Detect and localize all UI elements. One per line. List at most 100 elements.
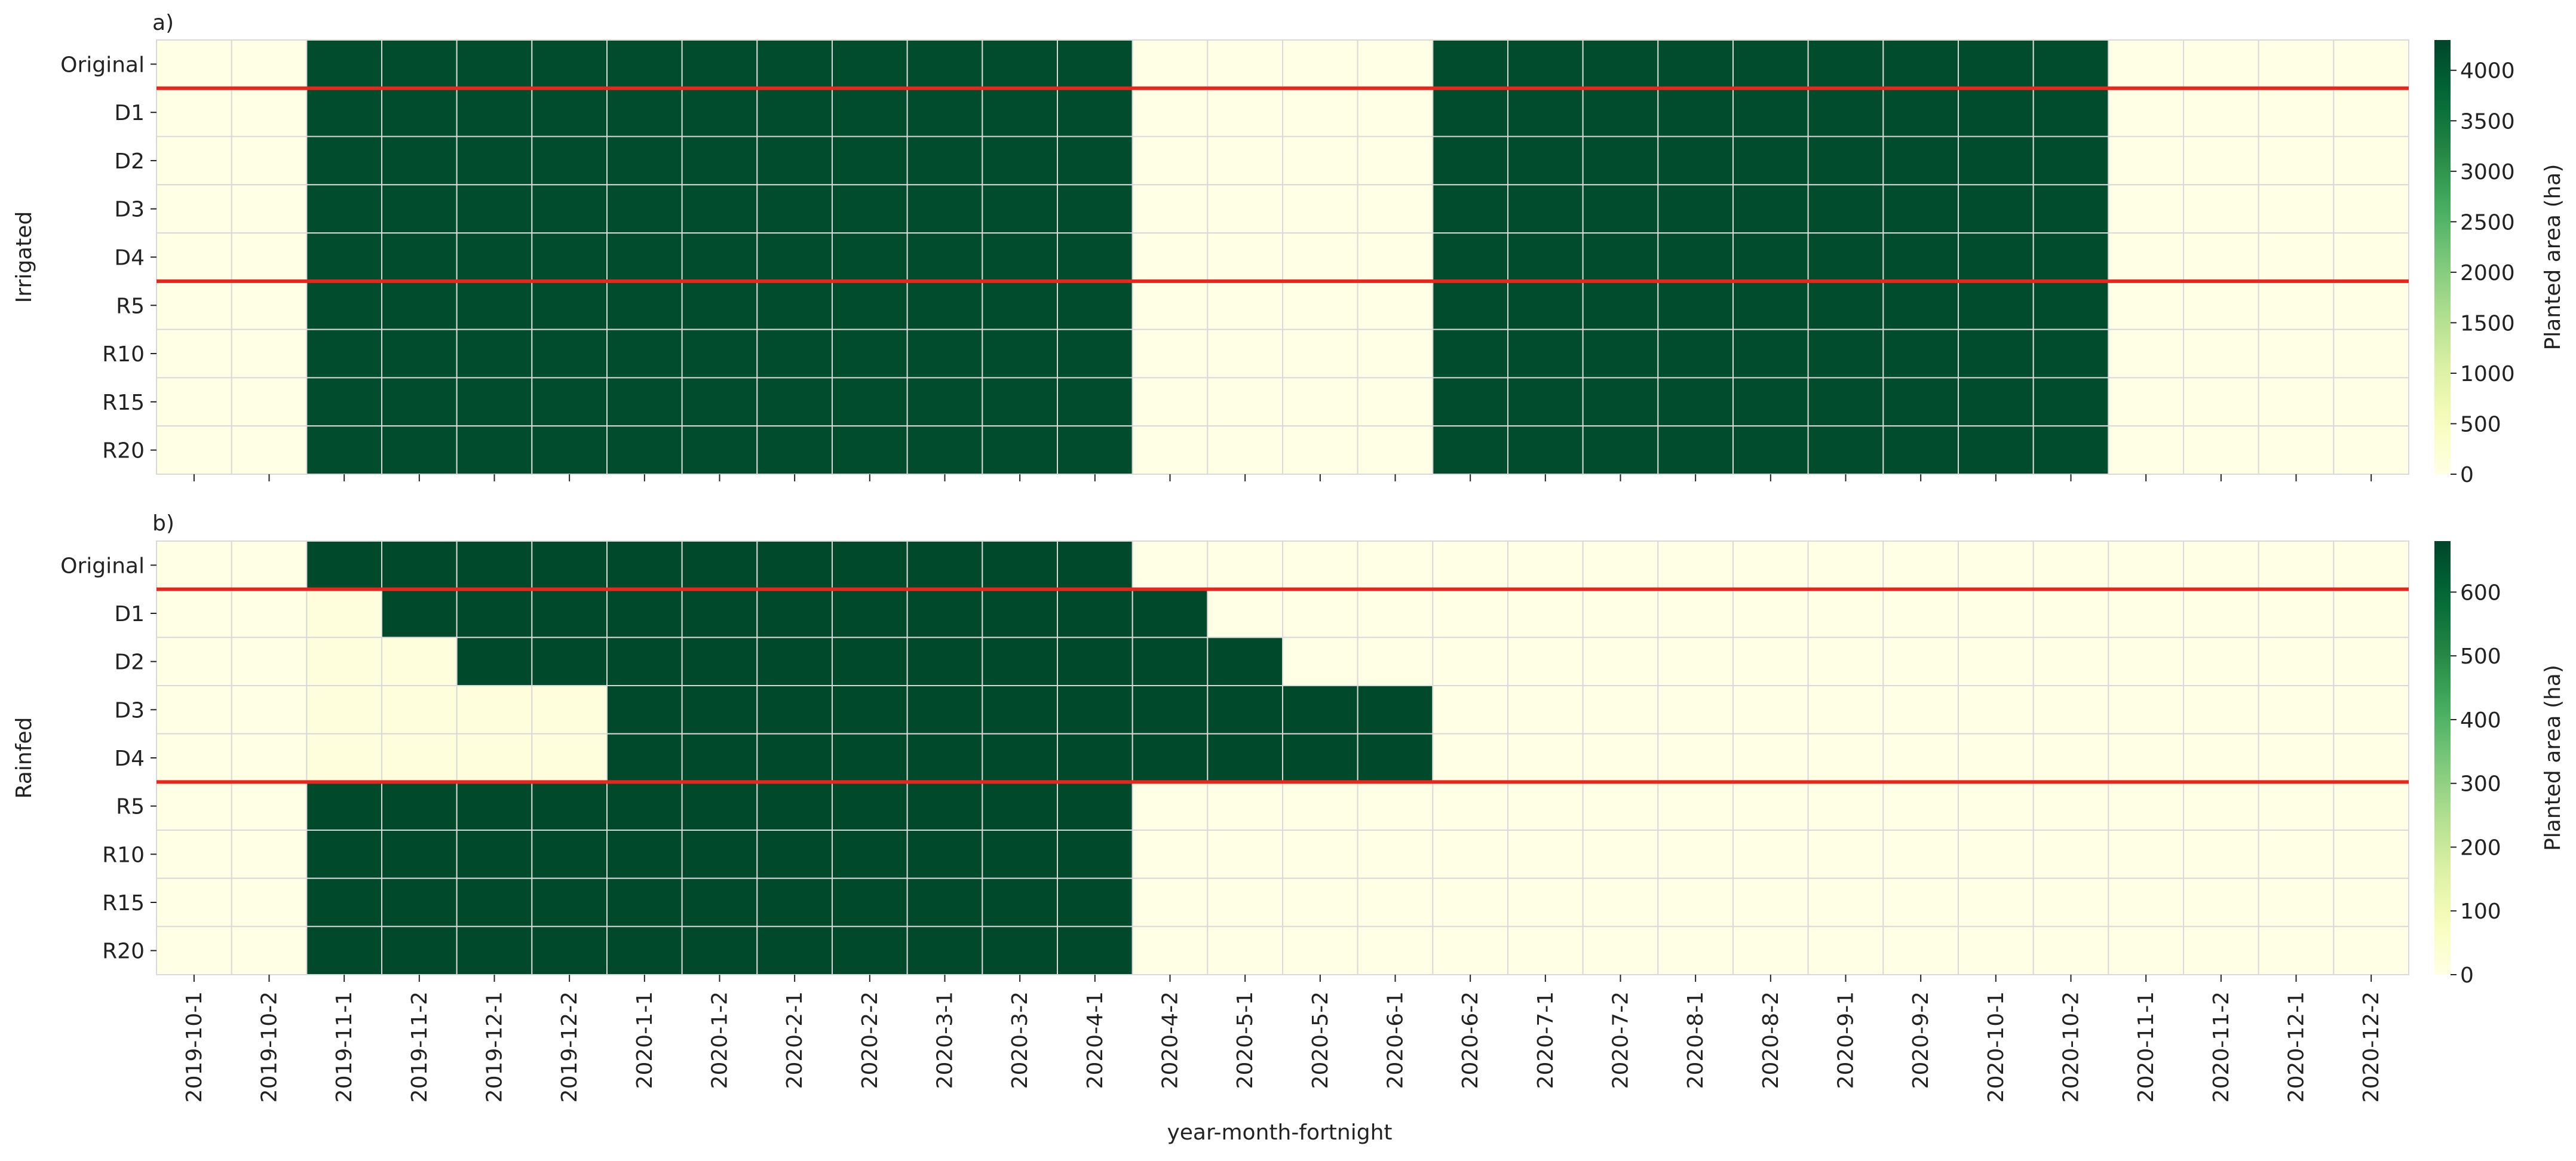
heatmap-cell [1207,39,1284,89]
heatmap-cell [1057,232,1133,282]
heatmap-cell [606,136,683,186]
heatmap-cell [606,781,683,831]
heatmap-cell [1432,637,1508,687]
heatmap-cell [1732,425,1809,475]
heatmap-cell [1807,184,1884,234]
heatmap-cell [1882,733,1959,783]
heatmap-cell [1432,588,1508,638]
heatmap-cell [1657,87,1734,137]
heatmap-cell [1657,588,1734,638]
heatmap-cell [1582,540,1659,590]
heatmap-cell [1732,877,1809,927]
column-label: 2020-2-1 [783,991,807,1089]
heatmap-cell [906,588,983,638]
heatmap-cell [1657,877,1734,927]
heatmap-cell [306,184,382,234]
heatmap-cell [1582,87,1659,137]
heatmap-cell [231,328,308,379]
heatmap-cell [381,280,458,330]
heatmap-cell [681,280,758,330]
heatmap-cell [2258,685,2335,735]
heatmap-cell [1207,87,1284,137]
heatmap-cell [1657,637,1734,687]
heatmap-cell [906,685,983,735]
heatmap-cell [2183,328,2259,379]
heatmap-cell [531,184,608,234]
column-label: 2020-1-1 [633,991,657,1089]
heatmap-cell [156,136,232,186]
column-label: 2020-8-1 [1683,991,1708,1089]
column-label: 2019-10-2 [257,991,282,1102]
heatmap-cell [1282,328,1358,379]
heatmap-cell [1282,830,1358,879]
heatmap-cell [606,733,683,783]
heatmap-cell [306,328,382,379]
heatmap-cell [2183,39,2259,89]
heatmap-cell [1507,280,1584,330]
heatmap-cell [756,830,833,879]
heatmap-cell [2183,733,2259,783]
column-label: 2019-12-2 [557,991,582,1102]
heatmap-cell [1732,87,1809,137]
heatmap-cell [2032,926,2109,976]
heatmap-cell [1432,685,1508,735]
heatmap-cell [531,39,608,89]
heatmap-cell [1282,425,1358,475]
heatmap-cell [1882,280,1959,330]
heatmap-cell [1432,781,1508,831]
heatmap-cell [156,184,232,234]
heatmap-cell [1958,425,2034,475]
heatmap-cell [1807,280,1884,330]
heatmap-cell [2333,926,2409,976]
colorbar-tick-label: 0 [2460,463,2474,487]
heatmap-cell [2108,39,2184,89]
heatmap-cell [1507,637,1584,687]
heatmap-cell [832,926,908,976]
heatmap-cell [231,136,308,186]
heatmap-cell [2258,184,2335,234]
column-label: 2020-4-2 [1158,991,1183,1089]
heatmap-cell [1057,685,1133,735]
heatmap-cell [1357,280,1434,330]
heatmap-cell [2108,328,2184,379]
heatmap-cell [1207,588,1284,638]
heatmap-cell [606,328,683,379]
heatmap-cell [306,588,382,638]
heatmap-cell [306,781,382,831]
heatmap-cell [982,377,1059,427]
heatmap-cell [2108,781,2184,831]
heatmap-cell [1582,588,1659,638]
heatmap-cell [1732,540,1809,590]
heatmap-cell [456,280,533,330]
heatmap-cell [1958,877,2034,927]
heatmap-cell [156,425,232,475]
colorbar [2434,40,2451,474]
heatmap-cell [1807,588,1884,638]
heatmap-cell [2258,232,2335,282]
heatmap-cell [1657,328,1734,379]
heatmap-cell [381,637,458,687]
heatmap-cell [1357,328,1434,379]
heatmap-cell [1958,377,2034,427]
heatmap-cell [381,830,458,879]
heatmap-cell [756,328,833,379]
heatmap-cell [1882,377,1959,427]
heatmap-cell [906,377,983,427]
heatmap-cell [1582,280,1659,330]
heatmap-cell [231,425,308,475]
column-label: 2020-7-2 [1609,991,1633,1089]
column-label: 2019-11-1 [332,991,357,1102]
heatmap-cell [756,733,833,783]
heatmap-cell [1507,425,1584,475]
heatmap-cell [832,877,908,927]
heatmap-cell [231,232,308,282]
heatmap-cell [1057,425,1133,475]
heatmap-cell [2183,637,2259,687]
colorbar-tick-label: 200 [2460,836,2501,860]
heatmap-cell [1207,540,1284,590]
heatmap-cell [1882,685,1959,735]
heatmap-cell [2032,685,2109,735]
heatmap-cell [1282,685,1358,735]
heatmap-cell [681,328,758,379]
heatmap-cell [1582,733,1659,783]
